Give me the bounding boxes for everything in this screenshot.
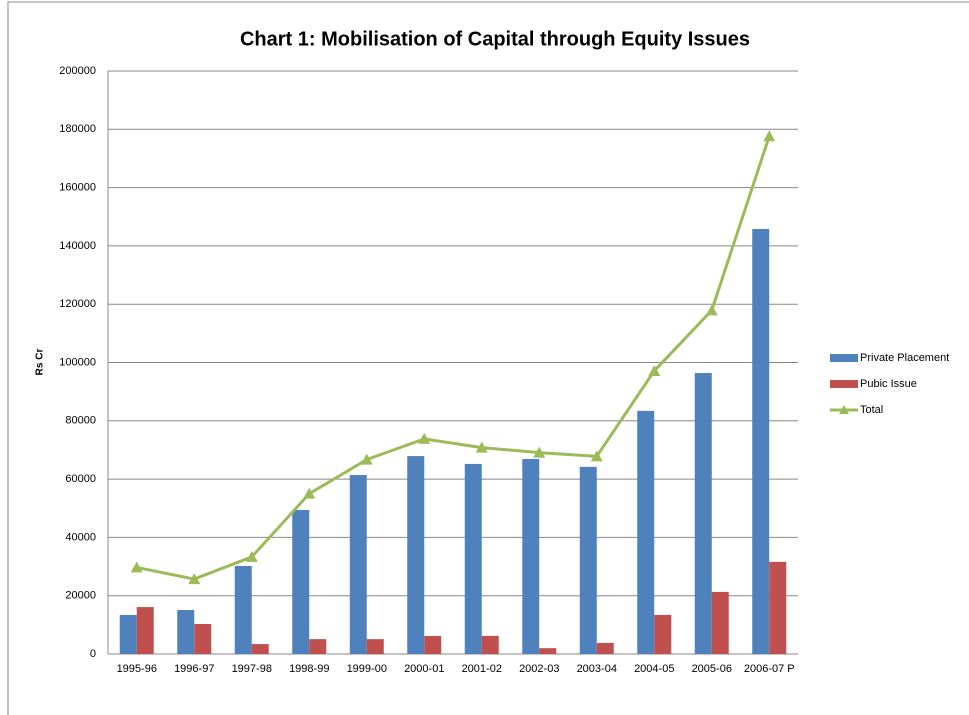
bar [464,463,482,654]
x-tick-label: 1998-99 [289,663,330,675]
bar [136,607,154,654]
bar [637,410,655,654]
line-marker [245,550,258,562]
bar [769,561,787,654]
y-tick-label: 120000 [59,298,96,310]
bar [119,614,137,654]
y-tick-label: 180000 [59,123,96,135]
line-marker [705,304,718,316]
y-tick-label: 0 [90,648,96,660]
line-marker [648,364,661,376]
legend-label: Total [860,404,883,416]
bar [309,639,327,654]
x-tick-label: 1995-96 [116,663,157,675]
line-marker [475,441,488,453]
bar [292,509,310,654]
line-marker [360,453,373,465]
line-marker [303,487,316,499]
bar [539,648,557,654]
bar [522,458,540,654]
line-marker [533,446,546,458]
bar [194,623,212,654]
y-tick-label: 80000 [65,415,96,427]
line-marker [418,432,431,444]
bar [654,614,672,654]
y-tick-label: 60000 [65,473,96,485]
line-marker [188,573,201,585]
y-tick-label: 100000 [59,356,96,368]
bar [481,635,499,654]
bar [349,475,367,654]
y-tick-label: 160000 [59,182,96,194]
bar [251,644,269,654]
line-marker [590,450,603,462]
bar [366,639,384,654]
x-tick-label: 2001-02 [461,663,502,675]
bar [579,466,597,654]
legend-label: Private Placement [860,352,949,364]
x-tick-label: 2005-06 [691,663,732,675]
chart-frame [7,1,969,715]
x-tick-label: 1999-00 [346,663,387,675]
x-tick-label: 2006-07 P [743,663,795,675]
bar [424,635,442,654]
y-tick-label: 20000 [65,590,96,602]
y-axis-label: Rs Cr [35,349,46,376]
x-tick-label: 2002-03 [519,663,560,675]
bar [752,228,770,655]
y-tick-label: 40000 [65,531,96,543]
line [136,135,771,581]
y-tick-label: 200000 [59,65,96,77]
x-tick-label: 2003-04 [576,663,617,675]
x-tick-label: 2004-05 [634,663,675,675]
bar [711,591,729,654]
y-tick-label: 140000 [59,240,96,252]
bar [177,609,195,654]
bar [407,456,425,654]
legend-swatch [830,354,858,362]
chart-title: Chart 1: Mobilisation of Capital through… [240,28,750,50]
x-tick-label: 1997-98 [231,663,272,675]
legend-swatch [830,380,858,388]
x-tick-label: 1996-97 [174,663,215,675]
bar [694,372,712,654]
legend-swatch [839,405,849,414]
line-marker [130,561,143,573]
legend-label: Pubic Issue [860,378,917,390]
line-marker [763,130,776,142]
bar [596,642,614,654]
bar [234,565,252,654]
x-tick-label: 2000-01 [404,663,445,675]
